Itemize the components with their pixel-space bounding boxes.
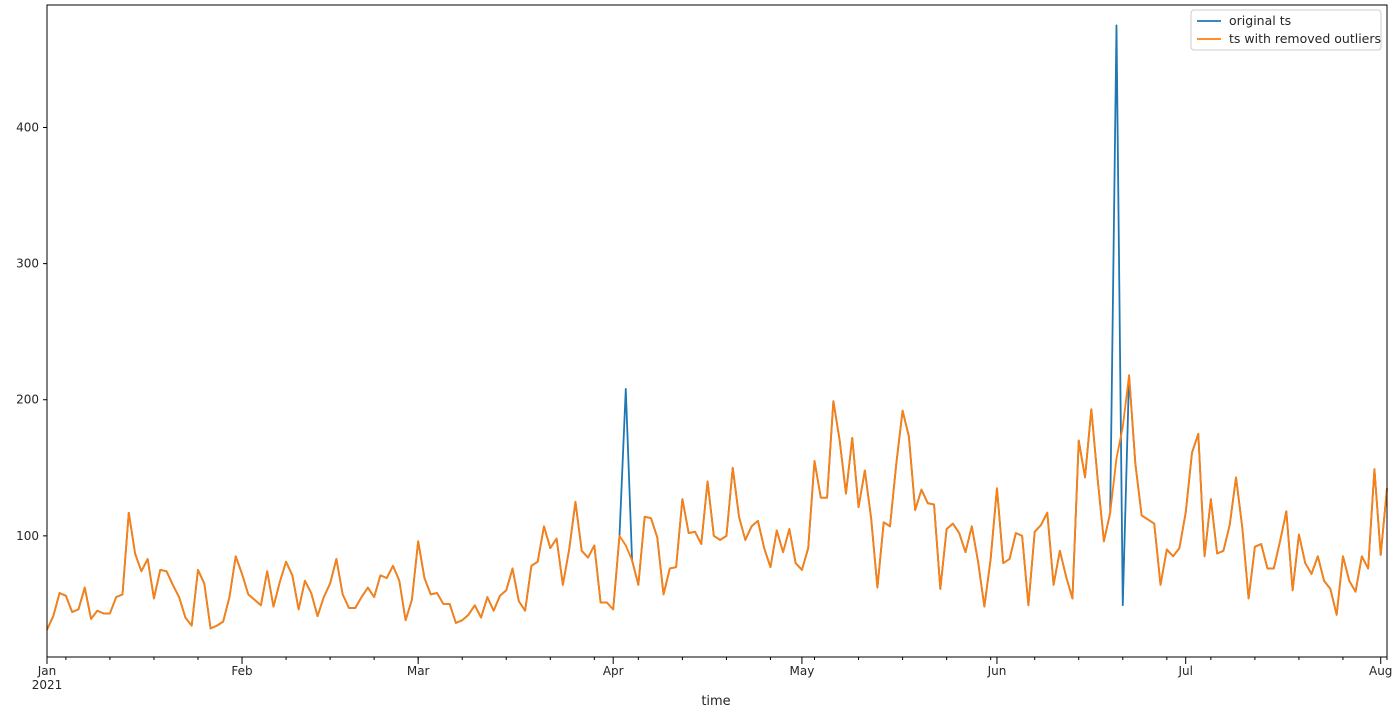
y-tick-label: 200 bbox=[16, 393, 39, 407]
plot-lines bbox=[46, 24, 1388, 631]
x-tick-label: Jun bbox=[987, 664, 1007, 678]
x-tick-label: Apr bbox=[603, 664, 624, 678]
x-tick-label: May bbox=[790, 664, 815, 678]
x-tick-label: Aug bbox=[1369, 664, 1392, 678]
x-tick-label: Jul bbox=[1177, 664, 1192, 678]
x-tick-label: Mar bbox=[407, 664, 430, 678]
legend-label: ts with removed outliers bbox=[1229, 31, 1381, 46]
x-tick-label: Feb bbox=[231, 664, 252, 678]
legend: original ts ts with removed outliers bbox=[1190, 9, 1382, 51]
series-line-ts-with-removed-outliers bbox=[46, 374, 1388, 631]
x-tick-year-label: 2021 bbox=[32, 678, 63, 692]
plot-frame bbox=[46, 4, 1388, 658]
y-tick-label: 300 bbox=[16, 257, 39, 271]
legend-box bbox=[1190, 9, 1382, 51]
legend-label: original ts bbox=[1229, 13, 1291, 28]
y-axis: 100 200 300 400 bbox=[16, 121, 47, 543]
x-axis-label: time bbox=[701, 694, 730, 709]
x-tick-label: Jan bbox=[37, 664, 57, 678]
y-tick-label: 100 bbox=[16, 529, 39, 543]
y-tick-label: 400 bbox=[16, 121, 39, 135]
